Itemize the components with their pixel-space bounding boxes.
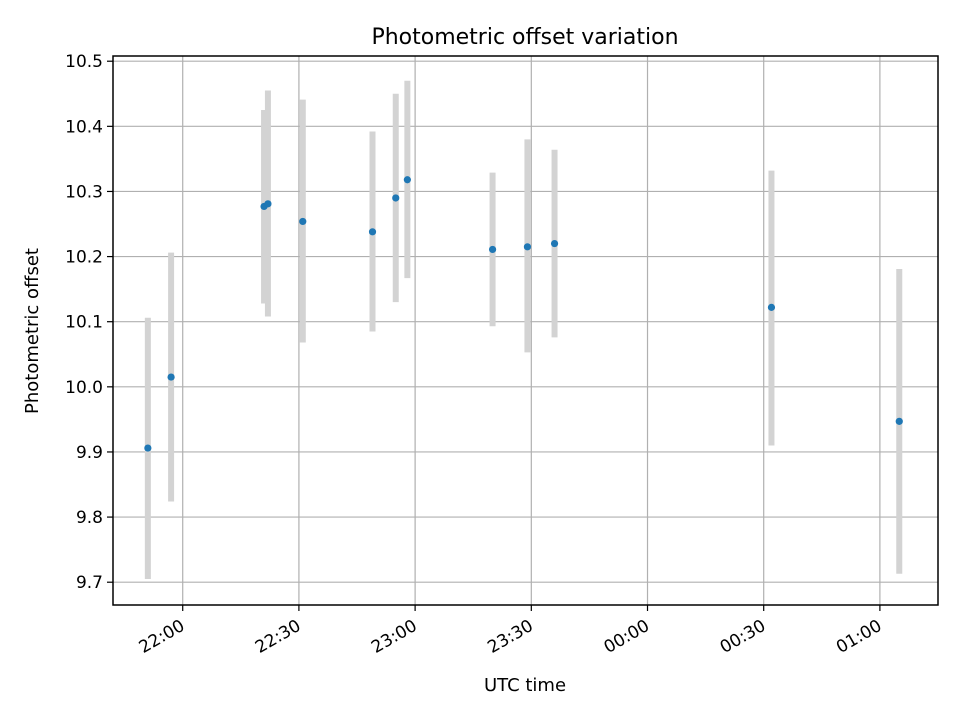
y-tick-label: 10.4 bbox=[65, 117, 103, 137]
data-point bbox=[299, 217, 307, 226]
error-bars bbox=[144, 80, 903, 579]
data-points bbox=[144, 176, 903, 452]
x-tick-label: 22:00 bbox=[136, 616, 188, 658]
x-tick-label: 22:30 bbox=[252, 616, 304, 658]
y-axis-label: Photometric offset bbox=[22, 248, 43, 414]
y-tick-label: 10.3 bbox=[65, 182, 103, 202]
plot-frame bbox=[112, 55, 939, 606]
data-point bbox=[403, 176, 411, 184]
x-tick-label: 00:30 bbox=[717, 616, 769, 658]
x-axis-label: UTC time bbox=[484, 675, 566, 696]
y-tick-label: 10.5 bbox=[65, 52, 103, 72]
y-tick-label: 10.2 bbox=[65, 248, 103, 268]
data-point bbox=[368, 228, 377, 236]
data-point bbox=[144, 444, 152, 452]
y-tick-label: 9.9 bbox=[76, 443, 103, 463]
x-tick-label: 23:30 bbox=[484, 616, 536, 658]
x-tick-label: 23:00 bbox=[368, 616, 420, 658]
data-point bbox=[264, 200, 272, 208]
y-tick-label: 9.8 bbox=[76, 508, 103, 528]
x-tick-label: 00:00 bbox=[601, 616, 653, 658]
data-point bbox=[392, 194, 400, 202]
data-point bbox=[895, 417, 903, 425]
y-tick-label: 9.7 bbox=[76, 573, 103, 593]
chart-title: Photometric offset variation bbox=[371, 25, 678, 50]
data-point bbox=[767, 303, 776, 311]
x-tick-label: 01:00 bbox=[833, 616, 885, 658]
y-tick-label: 10.1 bbox=[65, 313, 103, 333]
data-point bbox=[523, 243, 532, 251]
y-axis-ticks: 9.7 9.8 9.9 10.0 10.1 10.2 10.3 10.4 10.5 bbox=[65, 52, 113, 593]
x-axis-ticks: 22:00 22:30 23:00 23:30 00:00 00:30 01:00 bbox=[136, 605, 885, 658]
data-point bbox=[488, 245, 497, 254]
y-tick-label: 10.0 bbox=[65, 378, 103, 398]
data-point bbox=[167, 373, 175, 381]
data-point bbox=[550, 239, 559, 248]
